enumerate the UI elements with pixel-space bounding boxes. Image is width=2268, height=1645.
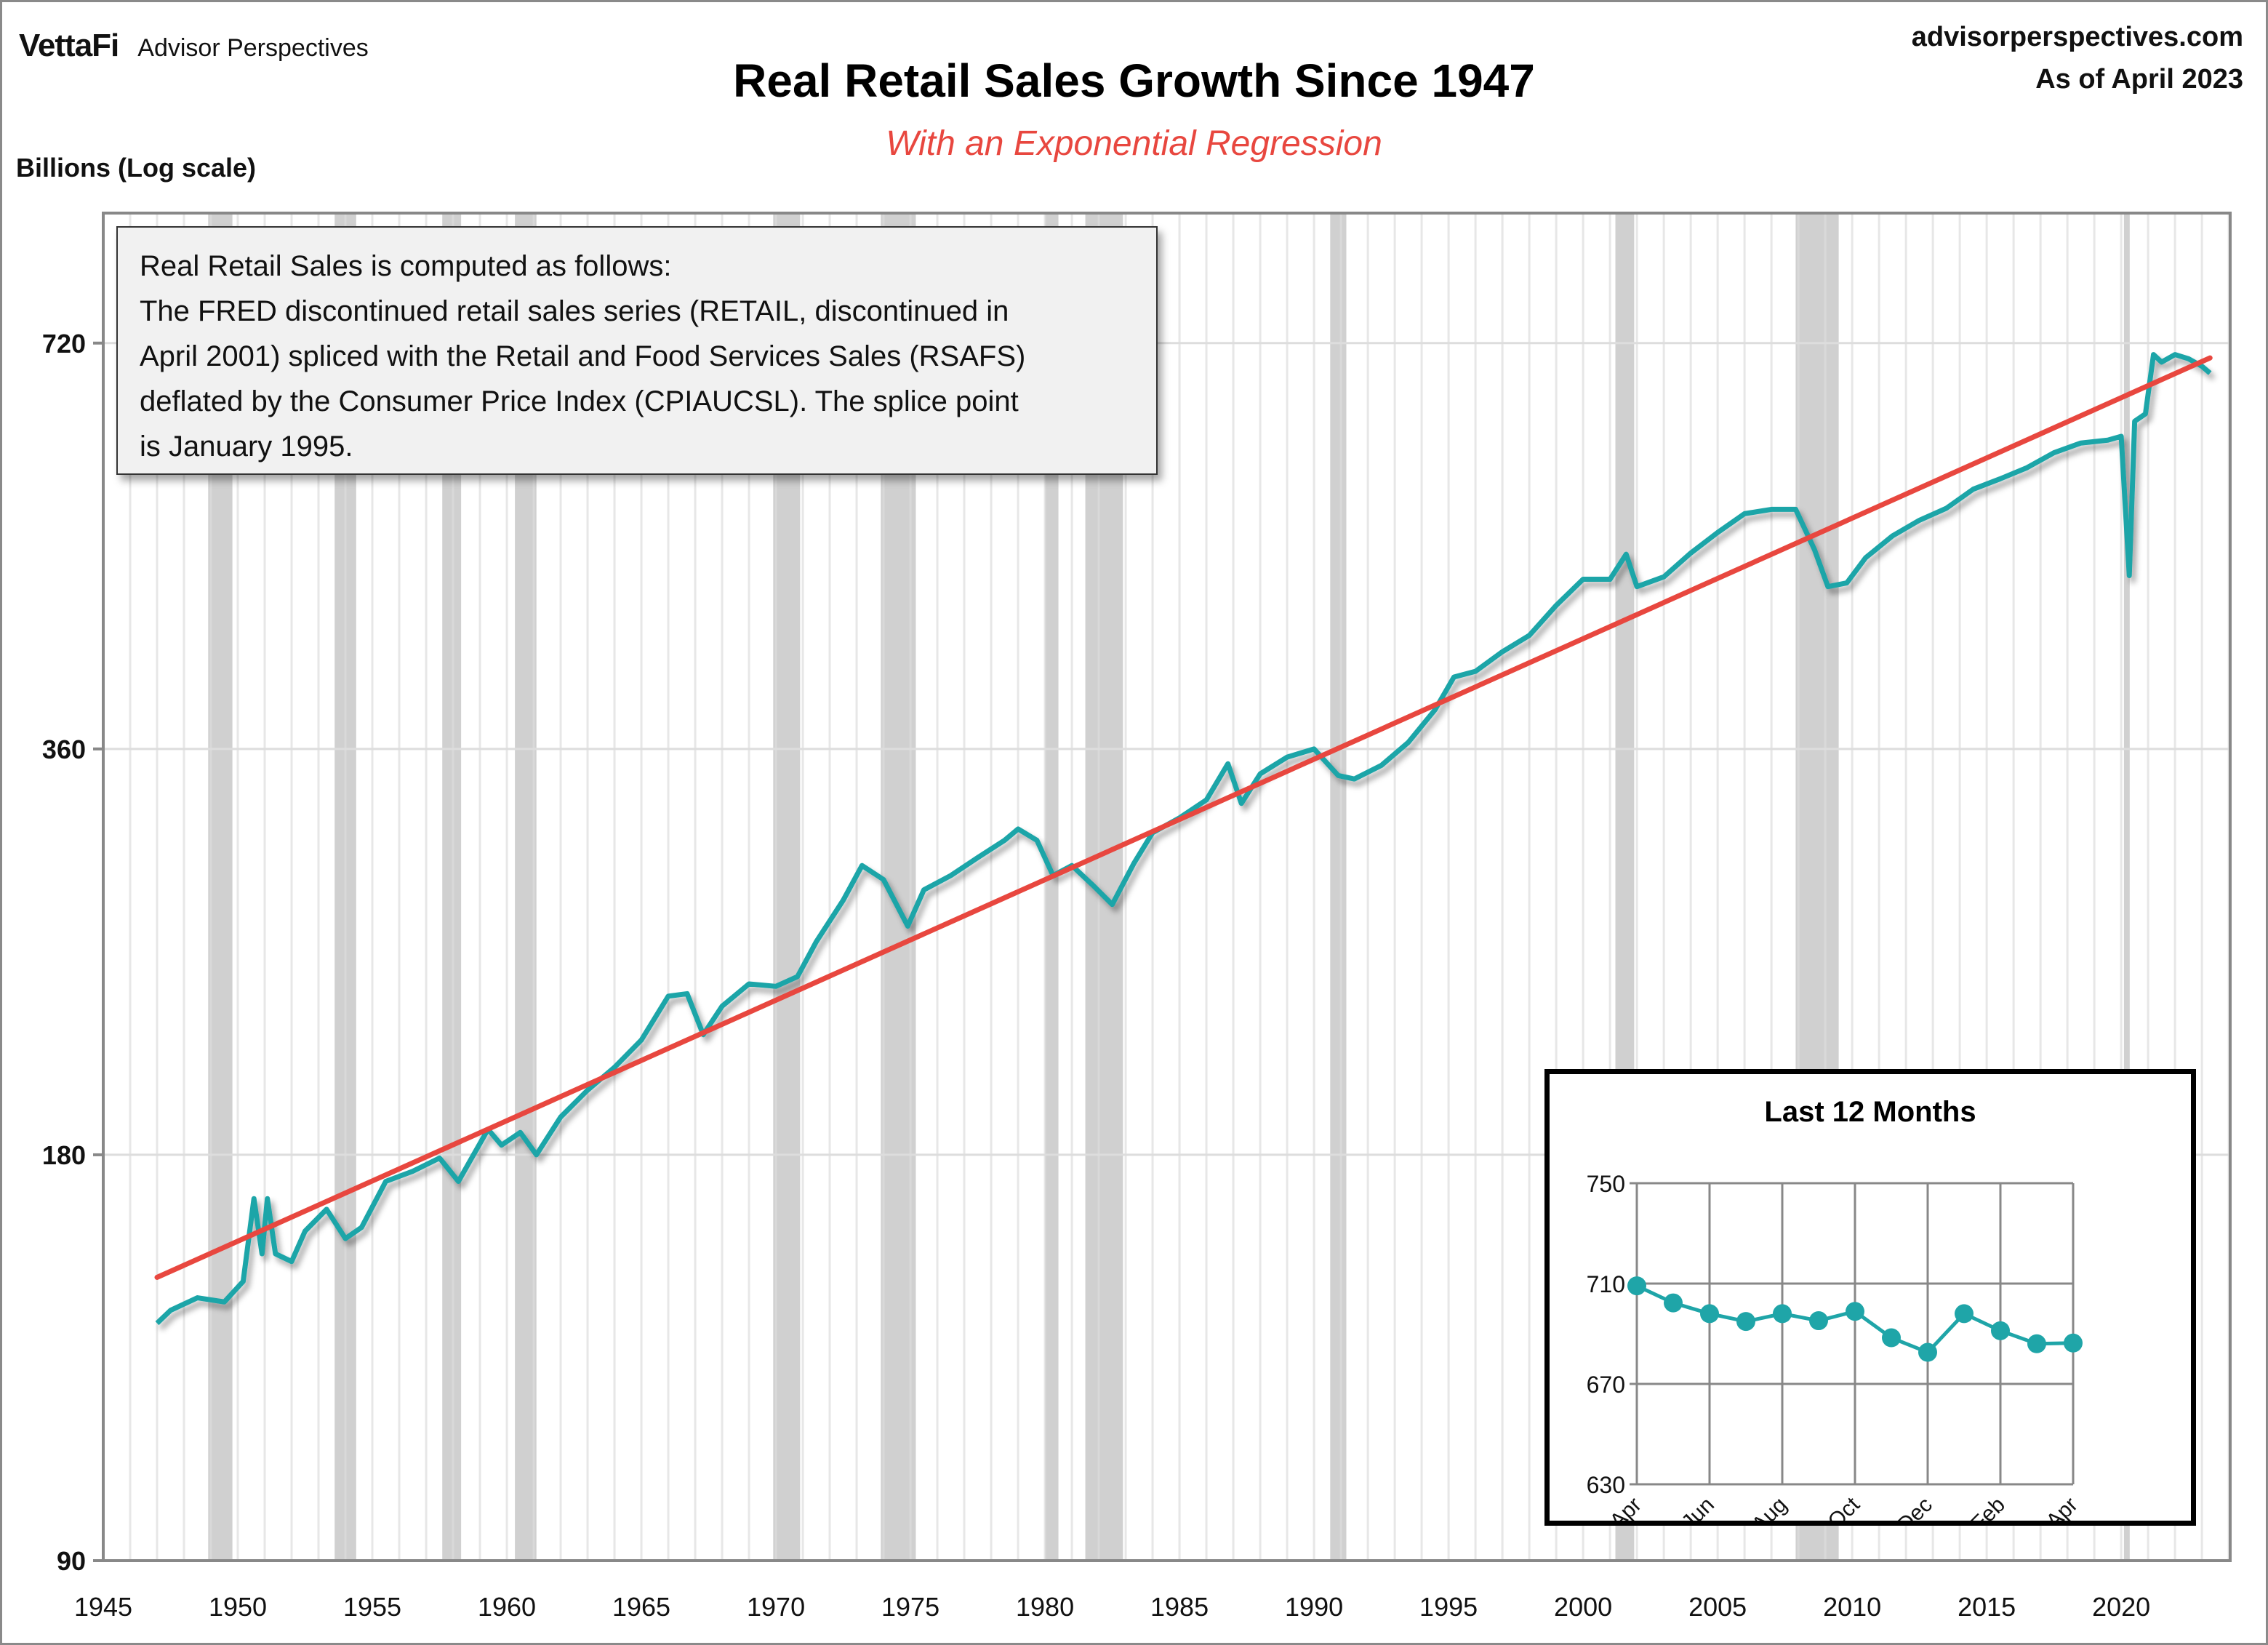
inset-x-tick-label: Dec (1893, 1493, 1937, 1521)
x-tick-label: 2020 (2092, 1592, 2150, 1622)
x-tick-label: 1980 (1016, 1592, 1074, 1622)
note-line: deflated by the Consumer Price Index (CP… (140, 385, 1019, 417)
inset-data-point (1918, 1342, 1937, 1362)
as-of-date: As of April 2023 (2035, 64, 2243, 95)
inset-data-point (1627, 1276, 1646, 1296)
inset-data-point (1882, 1328, 1901, 1348)
note-line: Real Retail Sales is computed as follows… (140, 250, 672, 282)
x-tick-label: 1985 (1150, 1592, 1209, 1622)
x-tick-label: 1950 (209, 1592, 267, 1622)
inset-data-point (1736, 1312, 1755, 1332)
y-axis-label: Billions (Log scale) (16, 153, 257, 183)
x-tick-label: 2015 (1958, 1592, 2016, 1622)
x-tick-label: 1960 (478, 1592, 536, 1622)
source-info: advisorperspectives.com As of April 2023 (1912, 16, 2243, 100)
y-tick-label: 720 (42, 329, 86, 359)
inset-last-12-months: Last 12 Months 630 670 710 750 Apr Jun Aug Oct D… (1544, 1069, 2196, 1526)
x-tick-label: 1995 (1419, 1592, 1478, 1622)
inset-data-point (1773, 1304, 1792, 1324)
inset-x-tick-label: Oct (1824, 1492, 1865, 1521)
x-tick-label: 1965 (612, 1592, 670, 1622)
inset-data-point (1846, 1302, 1864, 1321)
y-tick-label: 180 (42, 1140, 86, 1170)
recession-band (1045, 213, 1059, 1561)
advisor-perspectives-logo-text: Advisor Perspectives (137, 34, 369, 62)
inset-x-tick-label: Feb (1966, 1493, 2010, 1521)
note-line: The FRED discontinued retail sales serie… (140, 295, 1009, 327)
inset-data-point (2064, 1333, 2083, 1353)
x-tick-label: 1955 (343, 1592, 401, 1622)
inset-data-point (1955, 1304, 1974, 1324)
inset-x-tick-label: Jun (1677, 1493, 1719, 1521)
logo: VettaFi Advisor Perspectives (19, 28, 369, 64)
x-tick-label: 2010 (1823, 1592, 1881, 1622)
inset-y-tick-label: 630 (1587, 1472, 1625, 1498)
chart-subtitle: With an Exponential Regression (886, 124, 1382, 163)
note-line: is January 1995. (140, 431, 353, 463)
inset-y-tick-label: 710 (1587, 1271, 1625, 1297)
vettafi-logo: VettaFi (19, 28, 119, 63)
inset-data-point (1664, 1293, 1683, 1313)
inset-x-tick-label: Aug (1747, 1493, 1792, 1521)
inset-title: Last 12 Months (1764, 1096, 1976, 1128)
inset-data-point (1700, 1304, 1719, 1324)
y-tick-label: 90 (57, 1546, 86, 1576)
recession-band (1330, 213, 1347, 1561)
inset-data-point (2027, 1334, 2046, 1353)
plot-area-border (102, 212, 2232, 1562)
axes: 90 180 360 720 1945 1950 1955 1960 1965 1970 1975 1… (42, 212, 2232, 1622)
inset-x-tick-label: Apr (2042, 1493, 2083, 1521)
x-tick-label: 2005 (1688, 1592, 1747, 1622)
x-tick-label: 2000 (1554, 1592, 1612, 1622)
methodology-note: Real Retail Sales is computed as follows… (116, 226, 1158, 475)
chart-title: Real Retail Sales Growth Since 1947 (733, 55, 1535, 107)
inset-y-tick-label: 750 (1587, 1171, 1625, 1197)
x-tick-label: 1975 (881, 1592, 939, 1622)
x-tick-label: 1970 (747, 1592, 805, 1622)
x-tick-label: 1945 (74, 1592, 132, 1622)
x-tick-label: 1990 (1285, 1592, 1343, 1622)
exponential-regression-line (154, 355, 2213, 1280)
inset-y-tick-label: 670 (1587, 1372, 1625, 1398)
site-url: advisorperspectives.com (1911, 22, 2243, 52)
recession-band (2123, 213, 2130, 1561)
note-line: April 2001) spliced with the Retail and … (140, 340, 1026, 372)
inset-data-point (1809, 1311, 1828, 1331)
series (154, 352, 2213, 1326)
y-tick-label: 360 (42, 735, 86, 764)
inset-data-point (1991, 1321, 2010, 1340)
